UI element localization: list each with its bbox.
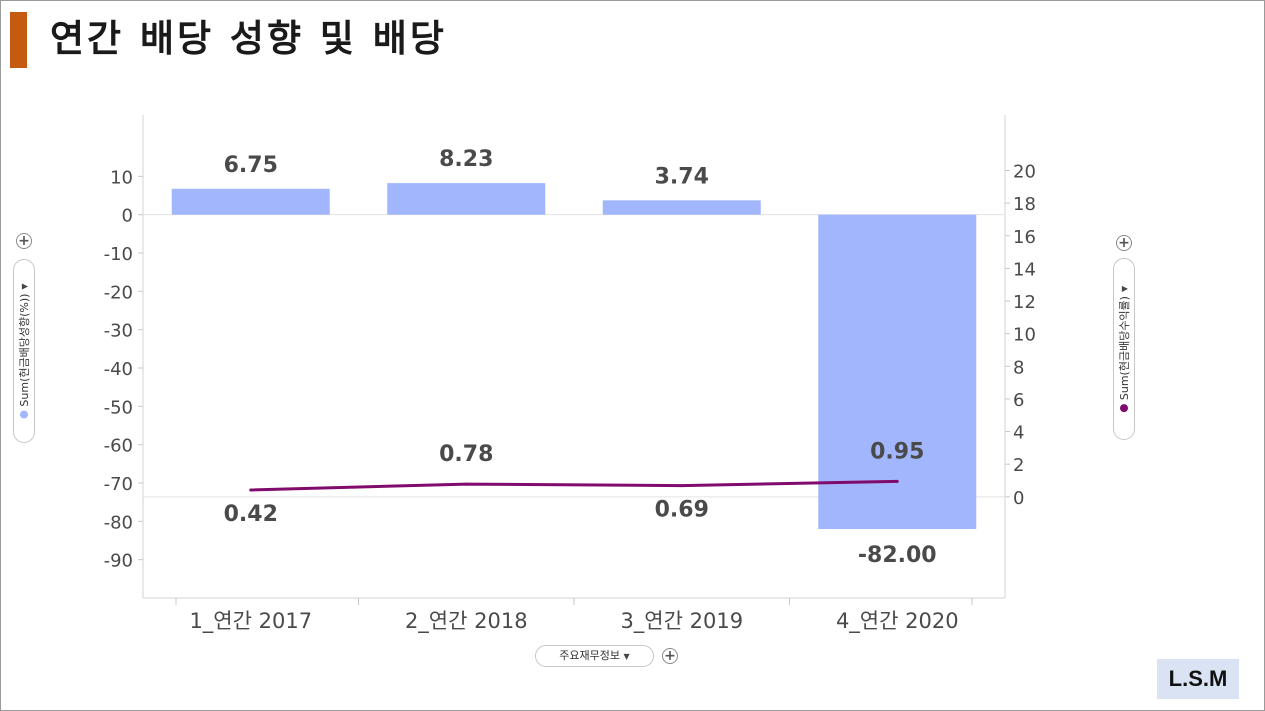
bar — [818, 214, 977, 529]
left-axis-tick-label: -50 — [104, 397, 133, 418]
bar — [387, 183, 546, 215]
right-axis-tick-label: 18 — [1013, 194, 1036, 215]
right-axis-field-pill[interactable]: Sum(현금배당수익률) ▼ — [1113, 258, 1135, 440]
bar-data-label: 3.74 — [655, 164, 709, 189]
left-axis-tick-label: -40 — [104, 359, 133, 380]
bar-data-label: 6.75 — [224, 153, 278, 178]
right-axis-tick-label: 14 — [1013, 259, 1036, 280]
line-data-label: 0.78 — [439, 442, 493, 467]
right-axis-tick-label: 6 — [1013, 390, 1024, 411]
line-path — [250, 479, 898, 492]
bar — [602, 200, 761, 215]
right-axis-tick-label: 20 — [1013, 161, 1036, 182]
right-axis-tick-label: 0 — [1013, 488, 1024, 509]
left-axis-add-button[interactable]: + — [16, 233, 32, 249]
left-axis-tick-label: -70 — [104, 474, 133, 495]
left-axis-tick-label: 0 — [122, 206, 133, 227]
left-axis-field-label: Sum(현금배당성향(%)) — [18, 293, 31, 407]
x-axis-category-label: 4_연간 2020 — [836, 609, 959, 634]
right-axis-add-button[interactable]: + — [1116, 235, 1132, 251]
x-axis-category-label: 1_연간 2017 — [189, 609, 312, 634]
x-axis-category-label: 2_연간 2018 — [405, 609, 528, 634]
left-axis-tick-label: -10 — [104, 244, 133, 265]
left-axis-tick-label: -20 — [104, 282, 133, 303]
chevron-down-icon: ▼ — [623, 652, 630, 661]
line-point — [249, 488, 253, 492]
x-axis-field-pill[interactable]: 주요재무정보 ▼ — [535, 645, 654, 667]
left-axis-tick-label: -80 — [104, 512, 133, 533]
right-axis-tick-label: 4 — [1013, 423, 1024, 444]
right-axis-tick-label: 10 — [1013, 325, 1036, 346]
x-axis-add-button[interactable]: + — [662, 648, 678, 664]
x-axis-category-label: 3_연간 2019 — [620, 609, 743, 634]
bar-series-legend-dot — [20, 410, 28, 419]
title-accent-bar — [10, 12, 27, 68]
line-point — [680, 484, 684, 488]
line-series — [249, 479, 899, 492]
right-axis-tick-label: 2 — [1013, 455, 1024, 476]
x-axis-field-label: 주요재무정보 — [559, 649, 621, 662]
line-series-legend-dot — [1120, 404, 1128, 413]
line-data-label: 0.42 — [224, 502, 278, 527]
chart-axes: 100-10-20-30-40-50-60-70-80-902018161412… — [104, 115, 1036, 634]
bar-data-label: 8.23 — [439, 147, 493, 172]
right-axis-tick-label: 12 — [1013, 292, 1036, 313]
data-labels: 6.75 8.23 3.74 -82.00 0.42 0.78 0.69 0.95 — [224, 147, 937, 568]
line-data-label: 0.95 — [870, 439, 924, 464]
line-data-label: 0.69 — [655, 498, 709, 523]
line-point — [464, 482, 468, 486]
page-title: 연간 배당 성향 및 배당 — [50, 17, 447, 60]
bar — [171, 188, 330, 215]
left-axis-tick-label: 10 — [110, 167, 133, 188]
left-axis-tick-label: -30 — [104, 321, 133, 342]
chevron-down-icon: ▼ — [19, 283, 29, 290]
bar-series — [171, 183, 977, 529]
chevron-down-icon: ▼ — [1119, 285, 1129, 293]
bar-data-label: -82.00 — [858, 543, 937, 568]
left-axis-tick-label: -60 — [104, 436, 133, 457]
line-point — [895, 479, 899, 483]
left-axis-field-pill[interactable]: Sum(현금배당성향(%)) ▼ — [13, 259, 35, 443]
left-axis-tick-label: -90 — [104, 551, 133, 572]
right-axis-tick-label: 16 — [1013, 227, 1036, 248]
right-axis-tick-label: 8 — [1013, 357, 1024, 378]
author-badge: L.S.M — [1157, 659, 1239, 699]
right-axis-field-label: Sum(현금배당수익률) — [1118, 296, 1131, 401]
